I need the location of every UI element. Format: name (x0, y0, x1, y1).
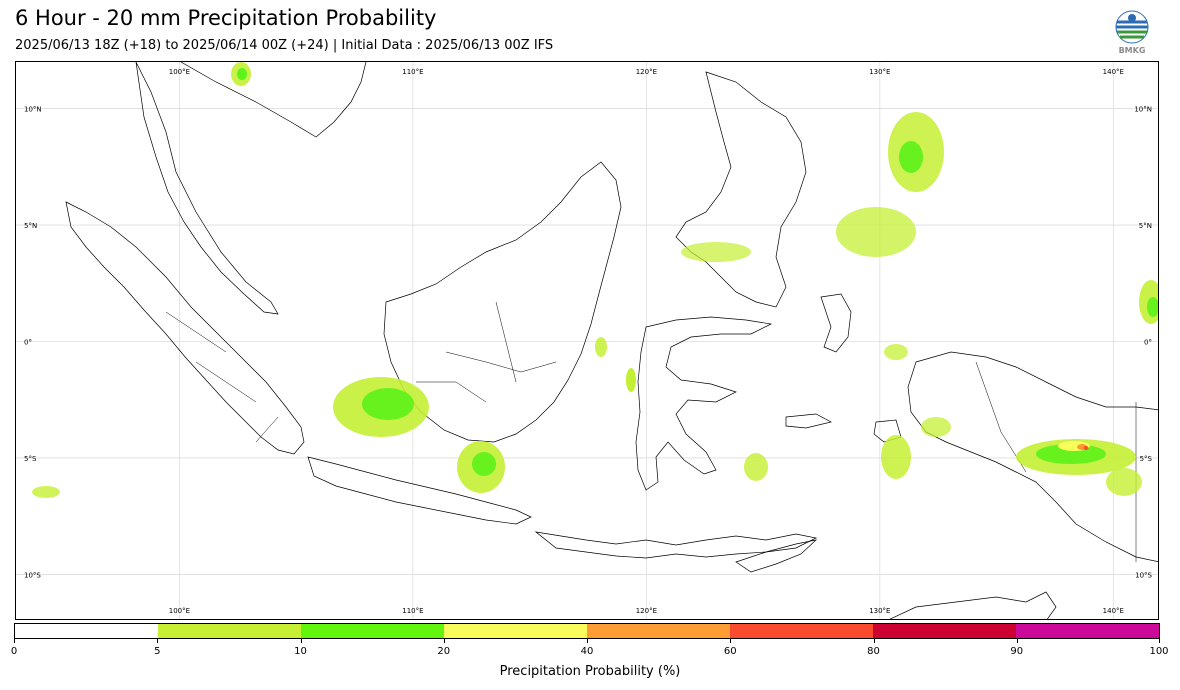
lon-label-top: 130°E (869, 68, 890, 76)
colorbar-tick (1016, 639, 1018, 643)
philippines-outline (675, 71, 807, 308)
map-panel[interactable]: 100°E 100°E 110°E 110°E 120°E 120°E 130°E 130°E… (15, 61, 1159, 620)
colorbar-tick (14, 639, 15, 643)
colorbar-tick-label: 0 (10, 646, 18, 657)
bmkg-logo: BMKG (1114, 10, 1150, 56)
colorbar-tick-label: 5 (154, 646, 161, 657)
lat-label-left: 10°S (24, 571, 41, 579)
logo-text: BMKG (1119, 46, 1146, 55)
colorbar-tick-label: 60 (723, 646, 737, 657)
map-subtitle: 2025/06/13 18Z (+18) to 2025/06/14 00Z (… (15, 38, 554, 53)
colorbar-tick (157, 639, 159, 643)
map-title: 6 Hour - 20 mm Precipitation Probability (15, 6, 437, 30)
colorbar-segment-40-60 (587, 624, 730, 638)
colorbar-tick (730, 639, 732, 643)
colorbar-tick (300, 639, 302, 643)
lon-label-top: 100°E (169, 68, 190, 76)
colorbar-segment-20-40 (444, 624, 587, 638)
colorbar-tick-label: 20 (437, 646, 451, 657)
coastlines (65, 62, 1158, 619)
precip-patch-misc (32, 62, 908, 498)
java-outline (307, 456, 532, 525)
australia-outline (889, 591, 1057, 619)
colorbar (14, 623, 1160, 639)
malay-peninsula-outline (135, 62, 279, 315)
lon-label-top: 120°E (636, 68, 657, 76)
sulawesi-outline (635, 316, 773, 491)
lat-label-left: 5°S (24, 455, 37, 463)
precip-patch-pacific-east (1139, 280, 1158, 324)
lon-label-bottom: 100°E (169, 607, 190, 615)
precipitation-layer (32, 62, 1158, 498)
lon-label-bottom: 120°E (636, 607, 657, 615)
precip-patch-banda-sea (744, 417, 951, 481)
lat-label-left: 5°N (24, 222, 37, 230)
precip-patch-philippine-sea (681, 112, 944, 262)
colorbar-tick-label: 10 (294, 646, 307, 657)
gridlines (16, 62, 1158, 619)
maluku-outline (785, 293, 902, 443)
colorbar-ticks: 0 5 10 20 40 60 80 90 100 (10, 639, 1169, 659)
colorbar-tick (587, 639, 588, 643)
colorbar-segment-10-20 (301, 624, 444, 638)
lat-label-right: 10°S (1135, 571, 1152, 579)
colorbar-tick (1159, 639, 1160, 643)
nusa-tenggara-outline (534, 531, 818, 559)
colorbar-tick (873, 639, 875, 643)
lon-label-top: 110°E (402, 68, 423, 76)
lat-label-left: 0° (24, 339, 32, 347)
colorbar-segment-5-10 (158, 624, 301, 638)
lon-label-bottom: 140°E (1103, 607, 1124, 615)
colorbar-segment-0-5 (15, 624, 158, 638)
indochina-outline (180, 62, 367, 138)
colorbar-tick (443, 639, 445, 643)
colorbar-segment-90-100 (1016, 624, 1159, 638)
precip-patch-papua (1016, 439, 1142, 496)
lat-label-right: 0° (1144, 339, 1152, 347)
sumatra-outline (65, 201, 305, 455)
colorbar-tick-label: 80 (867, 646, 880, 657)
colorbar-title: Precipitation Probability (%) (499, 664, 681, 679)
colorbar-tick-label: 40 (580, 646, 594, 657)
timor-outline (735, 539, 818, 573)
colorbar-segment-60-80 (730, 624, 873, 638)
lat-label-left: 10°N (24, 106, 42, 114)
borneo-outline (383, 161, 622, 443)
precip-patch-java-sea (457, 441, 505, 493)
map-canvas: 100°E 100°E 110°E 110°E 120°E 120°E 130°E 130°E… (16, 62, 1158, 619)
colorbar-tick-label: 100 (1149, 646, 1169, 657)
papua-outline (907, 351, 1158, 562)
lat-label-right: 5°S (1140, 455, 1153, 463)
lon-label-top: 140°E (1103, 68, 1124, 76)
colorbar-tick-label: 90 (1010, 646, 1024, 657)
lon-label-bottom: 110°E (402, 607, 423, 615)
province-borders (165, 301, 1137, 562)
tick-labels: 100°E 100°E 110°E 110°E 120°E 120°E 130°E 130°E… (24, 68, 1153, 615)
lat-label-right: 10°N (1134, 106, 1152, 114)
lon-label-bottom: 130°E (869, 607, 890, 615)
lat-label-right: 5°N (1139, 222, 1152, 230)
precip-patch-south-sumatra (333, 377, 429, 437)
colorbar-segment-80-90 (873, 624, 1016, 638)
